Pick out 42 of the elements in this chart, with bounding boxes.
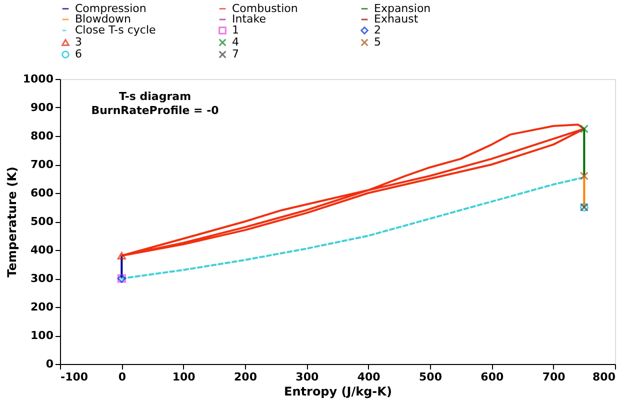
y-tick-label: 800 xyxy=(30,130,54,142)
x-tick-label: 100 xyxy=(172,370,196,384)
x-tick-label: 800 xyxy=(592,370,616,384)
y-tick-label: 500 xyxy=(30,215,54,228)
legend-label: 6 xyxy=(75,48,82,60)
y-tick-label: 600 xyxy=(30,186,54,200)
point xyxy=(117,252,126,260)
legend-label: 3 xyxy=(75,36,82,48)
legend-label: Exhaust xyxy=(374,12,419,26)
legend-label: 5 xyxy=(374,36,381,48)
legend-label: 2 xyxy=(374,24,381,36)
legend-label: 1 xyxy=(232,24,239,36)
legend-label: 7 xyxy=(232,48,239,60)
annotation: BurnRateProfile = -0 xyxy=(91,104,220,117)
y-tick-label: 700 xyxy=(30,158,54,171)
x-tick-label: 500 xyxy=(419,370,442,384)
y-tick-label: 0 xyxy=(46,358,54,370)
x-tick-label: 700 xyxy=(542,370,566,384)
legend-label: Close T-s cycle xyxy=(75,24,156,36)
y-tick-label: 900 xyxy=(30,101,54,114)
legend-label: Combustion xyxy=(232,2,298,15)
legend-label: Expansion xyxy=(374,2,431,15)
point xyxy=(580,172,588,180)
x-tick-label: -100 xyxy=(60,370,88,384)
y-tick-label: 200 xyxy=(30,300,54,314)
legend-label: Blowdown xyxy=(75,12,132,26)
x-tick-label: 600 xyxy=(480,370,504,384)
x-tick-label: 300 xyxy=(296,370,319,384)
x-tick-label: 200 xyxy=(234,370,258,384)
y-axis-title: Temperature (K) xyxy=(4,166,19,278)
annotation: T-s diagram xyxy=(118,90,192,103)
legend-label: 4 xyxy=(232,36,239,48)
y-tick-label: 400 xyxy=(30,244,54,256)
y-tick-label: 1000 xyxy=(22,72,54,86)
x-tick-label: 400 xyxy=(357,370,381,384)
x-axis-title: Entropy (J/kg-K) xyxy=(284,384,392,398)
y-tick-label: 300 xyxy=(30,272,54,285)
x-tick-label: 0 xyxy=(118,370,126,384)
legend-label: Intake xyxy=(232,12,266,26)
point xyxy=(580,124,588,134)
legend-label: Compression xyxy=(75,2,146,15)
y-tick-label: 100 xyxy=(30,329,54,342)
